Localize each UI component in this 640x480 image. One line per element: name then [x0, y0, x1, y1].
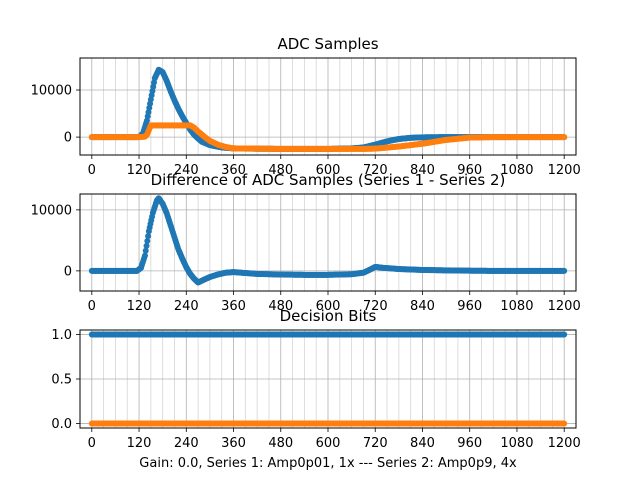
data-point — [142, 247, 149, 254]
x-tick-label: 120 — [127, 163, 152, 178]
x-tick-label: 480 — [268, 163, 293, 178]
chart-title: Decision Bits — [280, 307, 377, 325]
x-tick-label: 840 — [410, 163, 435, 178]
x-tick-label: 840 — [410, 436, 435, 451]
x-tick-label: 1200 — [548, 436, 581, 451]
panel-adc-samples: 0 120 240 360 480 600 720 840 960 1080 1200 0 10000 A… — [31, 35, 581, 178]
x-tick-label: 120 — [127, 436, 152, 451]
axes-frame — [79, 193, 577, 292]
x-tick-label: 720 — [363, 299, 388, 314]
data-point — [143, 242, 150, 249]
x-tick-label: 240 — [174, 436, 199, 451]
x-tick-label: 480 — [268, 299, 293, 314]
x-tick-label: 1200 — [548, 299, 581, 314]
panel-decision-bits: 0 120 240 360 480 600 720 840 960 1080 1200 0.0 0.5 1… — [51, 307, 580, 451]
x-tick-label: 120 — [127, 299, 152, 314]
x-tick-label: 0 — [88, 163, 96, 178]
data-point — [561, 420, 568, 427]
x-tick-label: 600 — [316, 299, 341, 314]
x-tick-label: 240 — [174, 299, 199, 314]
x-tick-label: 720 — [363, 436, 388, 451]
x-tick-label: 1080 — [500, 299, 533, 314]
x-tick-label: 960 — [457, 299, 482, 314]
y-tick-label: 0.5 — [51, 373, 72, 388]
x-tick-label: 960 — [457, 163, 482, 178]
y-tick-label: 10000 — [31, 84, 72, 99]
x-tick-label: 360 — [221, 436, 246, 451]
data-point — [145, 233, 152, 240]
x-tick-label: 960 — [457, 436, 482, 451]
x-tick-label: 240 — [174, 163, 199, 178]
chart-title: ADC Samples — [277, 35, 378, 53]
series-2 — [88, 420, 568, 427]
series-2 — [88, 122, 568, 152]
x-tick-label: 480 — [268, 436, 293, 451]
axes-frame — [79, 329, 577, 429]
y-tick-label: 1.0 — [51, 328, 72, 343]
y-tick-label: 0 — [64, 264, 72, 279]
series-1 — [88, 195, 568, 286]
figure-xlabel: Gain: 0.0, Series 1: Amp0p01, 1x --- Ser… — [139, 456, 517, 471]
series-1 — [88, 331, 568, 338]
axes-frame — [79, 57, 577, 156]
x-tick-label: 360 — [221, 163, 246, 178]
x-tick-label: 1080 — [500, 163, 533, 178]
panel-difference: 0 120 240 360 480 600 720 840 960 1080 1200 0 10000 D… — [31, 171, 581, 314]
x-tick-label: 0 — [88, 299, 96, 314]
data-point — [141, 252, 148, 259]
x-tick-label: 1200 — [548, 163, 581, 178]
y-tick-label: 10000 — [31, 203, 72, 218]
x-tick-label: 600 — [316, 163, 341, 178]
x-tick-label: 0 — [88, 436, 96, 451]
chart-title: Difference of ADC Samples (Series 1 - Se… — [151, 171, 506, 189]
x-tick-label: 600 — [316, 436, 341, 451]
x-tick-label: 360 — [221, 299, 246, 314]
data-point — [561, 267, 568, 274]
y-tick-label: 0.0 — [51, 417, 72, 432]
data-point — [561, 331, 568, 338]
data-point — [144, 237, 151, 244]
x-tick-label: 1080 — [500, 436, 533, 451]
x-tick-label: 720 — [363, 163, 388, 178]
y-tick-label: 0 — [64, 131, 72, 146]
x-tick-label: 840 — [410, 299, 435, 314]
data-point — [561, 134, 568, 141]
